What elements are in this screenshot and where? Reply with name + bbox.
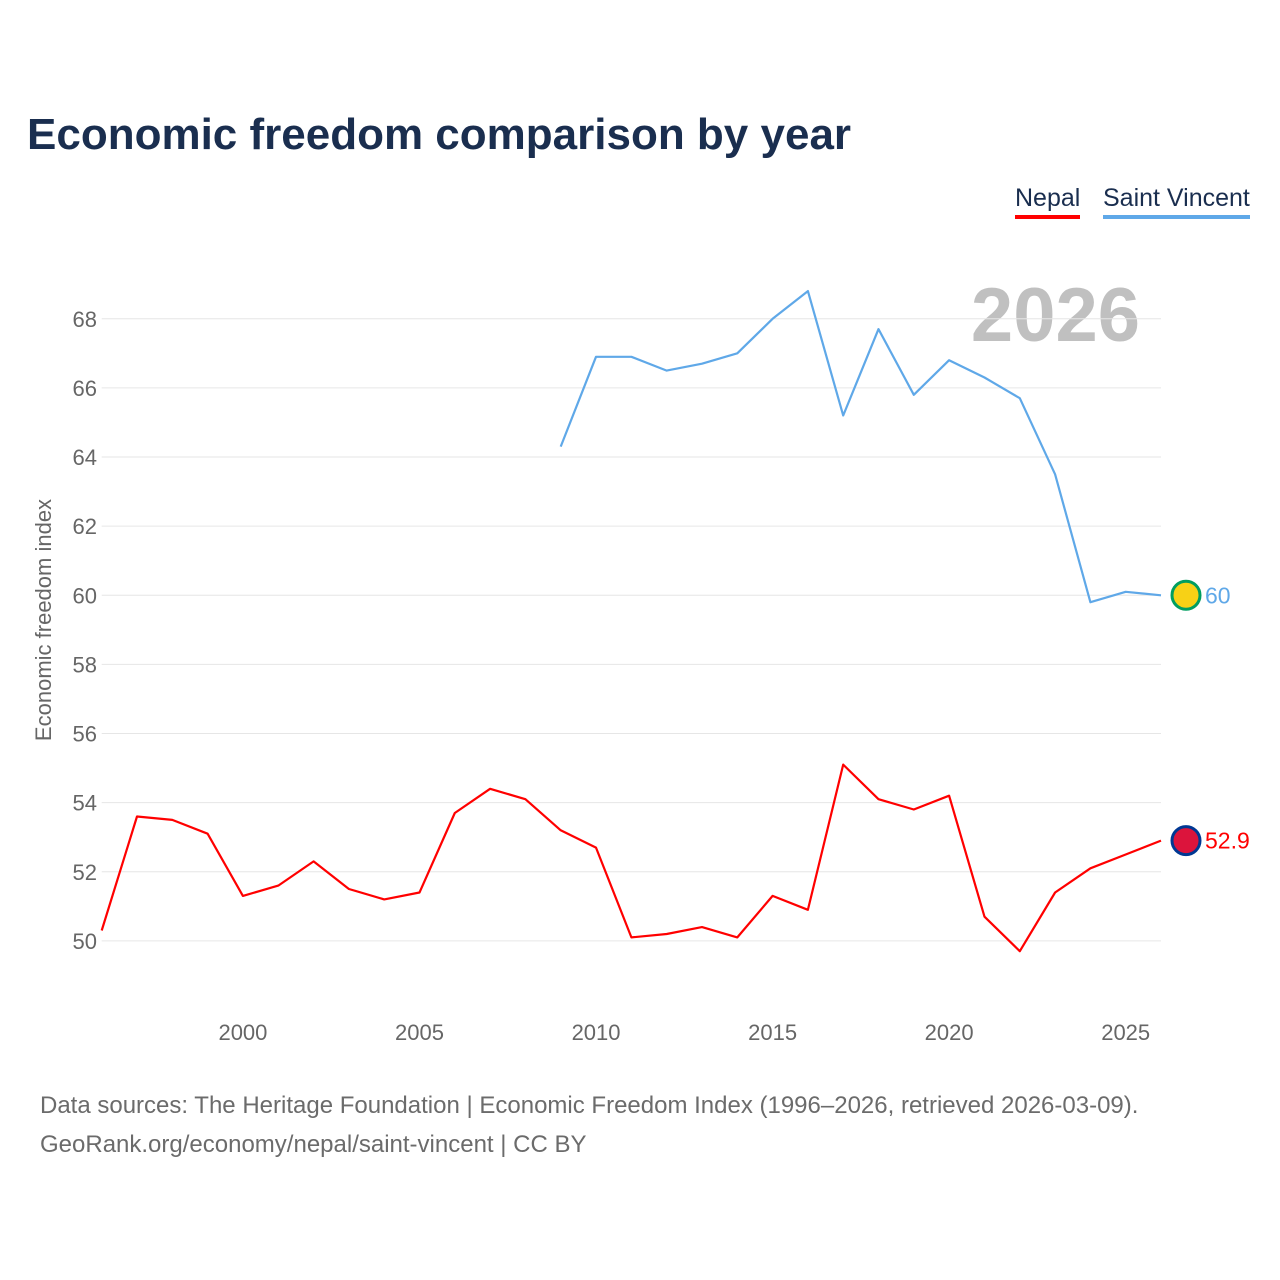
x-tick-label: 2025 [1101,1020,1150,1045]
attribution-text[interactable]: GeoRank.org/economy/nepal/saint-vincent … [40,1131,587,1158]
y-tick-label: 56 [73,722,97,747]
end-value-label: 52.9 [1205,828,1250,854]
legend-item-saint-vincent[interactable]: Saint Vincent [1103,184,1250,219]
flag-icon-saint-vincent [1170,579,1202,611]
x-tick-label: 2020 [925,1020,974,1045]
y-tick-label: 52 [73,860,97,885]
year-watermark: 2026 [971,273,1140,358]
source-text: Data sources: The Heritage Foundation | … [40,1092,1139,1119]
y-tick-label: 54 [73,791,97,816]
y-axis-label: Economic freedom index [31,499,56,741]
y-tick-label: 66 [73,376,97,401]
legend-item-nepal[interactable]: Nepal [1015,184,1081,219]
x-tick-label: 2015 [748,1020,797,1045]
x-tick-label: 2005 [395,1020,444,1045]
y-tick-label: 68 [73,307,97,332]
y-tick-label: 62 [73,514,97,539]
y-tick-label: 64 [73,445,97,470]
chart-title: Economic freedom comparison by year [27,110,852,159]
x-tick-label: 2010 [572,1020,621,1045]
y-tick-label: 60 [73,583,97,608]
footer: Data sources: The Heritage Foundation | … [40,1086,1138,1164]
x-tick-label: 2000 [218,1020,267,1045]
y-tick-label: 58 [73,652,97,677]
series-line-saint-vincent [559,290,1162,604]
series-line-nepal [100,763,1162,953]
y-tick-label: 50 [73,929,97,954]
flag-icon-nepal [1170,825,1202,857]
end-value-label: 60 [1205,582,1231,608]
